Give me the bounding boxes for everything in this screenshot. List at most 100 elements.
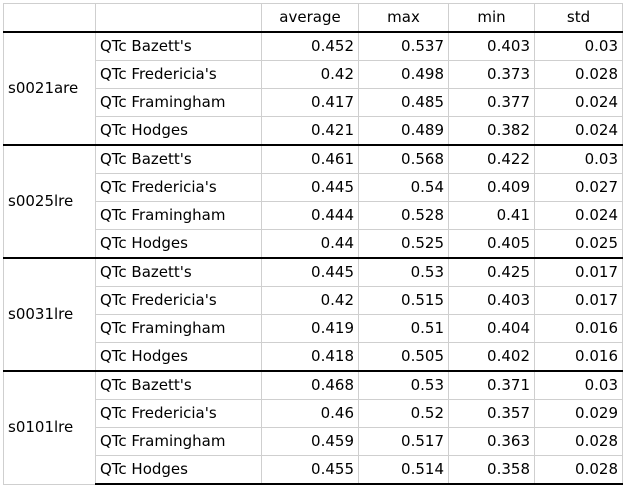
min-cell[interactable]: 0.373: [448, 60, 535, 89]
method-cell[interactable]: QTc Bazett's: [95, 31, 262, 61]
average-cell[interactable]: 0.452: [261, 31, 359, 61]
std-cell[interactable]: 0.028: [534, 60, 623, 89]
max-cell[interactable]: 0.51: [358, 314, 449, 343]
min-cell[interactable]: 0.382: [448, 116, 535, 146]
method-cell[interactable]: QTc Framingham: [95, 427, 262, 456]
method-cell[interactable]: QTc Hodges: [95, 342, 262, 372]
std-cell[interactable]: 0.024: [534, 116, 623, 146]
table-row: QTc Fredericia's 0.445 0.54 0.409 0.027: [4, 173, 623, 202]
table-row: QTc Fredericia's 0.42 0.515 0.403 0.017: [4, 286, 623, 315]
method-cell[interactable]: QTc Framingham: [95, 314, 262, 343]
std-cell[interactable]: 0.024: [534, 88, 623, 117]
average-cell[interactable]: 0.419: [261, 314, 359, 343]
table-row: QTc Hodges 0.455 0.514 0.358 0.028: [4, 455, 623, 485]
method-cell[interactable]: QTc Fredericia's: [95, 286, 262, 315]
table-row: QTc Hodges 0.421 0.489 0.382 0.024: [4, 116, 623, 146]
method-cell[interactable]: QTc Framingham: [95, 201, 262, 230]
std-cell[interactable]: 0.03: [534, 370, 623, 400]
min-cell[interactable]: 0.363: [448, 427, 535, 456]
min-cell[interactable]: 0.405: [448, 229, 535, 259]
std-cell[interactable]: 0.016: [534, 314, 623, 343]
method-cell[interactable]: QTc Bazett's: [95, 257, 262, 287]
average-cell[interactable]: 0.418: [261, 342, 359, 372]
table-row: QTc Hodges 0.44 0.525 0.405 0.025: [4, 229, 623, 259]
average-cell[interactable]: 0.42: [261, 286, 359, 315]
header-max[interactable]: max: [358, 3, 449, 33]
header-row: average max min std: [3, 3, 623, 33]
min-cell[interactable]: 0.409: [448, 173, 535, 202]
min-cell[interactable]: 0.402: [448, 342, 535, 372]
header-average[interactable]: average: [261, 3, 359, 33]
std-cell[interactable]: 0.017: [534, 286, 623, 315]
min-cell[interactable]: 0.425: [448, 257, 535, 287]
min-cell[interactable]: 0.358: [448, 455, 535, 485]
std-cell[interactable]: 0.025: [534, 229, 623, 259]
method-cell[interactable]: QTc Framingham: [95, 88, 262, 117]
table-row: QTc Fredericia's 0.42 0.498 0.373 0.028: [4, 60, 623, 89]
std-cell[interactable]: 0.028: [534, 455, 623, 485]
table-row: s0101lre QTc Bazett's 0.468 0.53 0.371 0.03: [3, 370, 623, 485]
max-cell[interactable]: 0.53: [358, 257, 449, 287]
average-cell[interactable]: 0.417: [261, 88, 359, 117]
average-cell[interactable]: 0.44: [261, 229, 359, 259]
average-cell[interactable]: 0.46: [261, 399, 359, 428]
std-cell[interactable]: 0.016: [534, 342, 623, 372]
max-cell[interactable]: 0.528: [358, 201, 449, 230]
average-cell[interactable]: 0.459: [261, 427, 359, 456]
max-cell[interactable]: 0.53: [358, 370, 449, 400]
subject-id-cell[interactable]: s0021are: [3, 31, 96, 146]
max-cell[interactable]: 0.537: [358, 31, 449, 61]
header-method-cell[interactable]: [95, 3, 262, 33]
average-cell[interactable]: 0.42: [261, 60, 359, 89]
min-cell[interactable]: 0.371: [448, 370, 535, 400]
min-cell[interactable]: 0.377: [448, 88, 535, 117]
max-cell[interactable]: 0.505: [358, 342, 449, 372]
min-cell[interactable]: 0.41: [448, 201, 535, 230]
method-cell[interactable]: QTc Bazett's: [95, 144, 262, 174]
method-cell[interactable]: QTc Fredericia's: [95, 173, 262, 202]
average-cell[interactable]: 0.455: [261, 455, 359, 485]
max-cell[interactable]: 0.525: [358, 229, 449, 259]
method-cell[interactable]: QTc Hodges: [95, 229, 262, 259]
header-corner-cell[interactable]: [3, 3, 96, 33]
table-row: QTc Hodges 0.418 0.505 0.402 0.016: [4, 342, 623, 372]
method-cell[interactable]: QTc Bazett's: [95, 370, 262, 400]
max-cell[interactable]: 0.517: [358, 427, 449, 456]
std-cell[interactable]: 0.03: [534, 144, 623, 174]
average-cell[interactable]: 0.461: [261, 144, 359, 174]
max-cell[interactable]: 0.489: [358, 116, 449, 146]
max-cell[interactable]: 0.54: [358, 173, 449, 202]
min-cell[interactable]: 0.403: [448, 31, 535, 61]
average-cell[interactable]: 0.445: [261, 257, 359, 287]
method-cell[interactable]: QTc Fredericia's: [95, 399, 262, 428]
min-cell[interactable]: 0.404: [448, 314, 535, 343]
std-cell[interactable]: 0.027: [534, 173, 623, 202]
min-cell[interactable]: 0.422: [448, 144, 535, 174]
method-cell[interactable]: QTc Hodges: [95, 116, 262, 146]
min-cell[interactable]: 0.357: [448, 399, 535, 428]
average-cell[interactable]: 0.444: [261, 201, 359, 230]
subject-id-cell[interactable]: s0101lre: [3, 370, 96, 485]
method-cell[interactable]: QTc Hodges: [95, 455, 262, 485]
max-cell[interactable]: 0.568: [358, 144, 449, 174]
max-cell[interactable]: 0.485: [358, 88, 449, 117]
header-std[interactable]: std: [534, 3, 623, 33]
std-cell[interactable]: 0.028: [534, 427, 623, 456]
subject-id-cell[interactable]: s0025lre: [3, 144, 96, 259]
max-cell[interactable]: 0.498: [358, 60, 449, 89]
average-cell[interactable]: 0.468: [261, 370, 359, 400]
max-cell[interactable]: 0.514: [358, 455, 449, 485]
std-cell[interactable]: 0.017: [534, 257, 623, 287]
max-cell[interactable]: 0.515: [358, 286, 449, 315]
average-cell[interactable]: 0.445: [261, 173, 359, 202]
method-cell[interactable]: QTc Fredericia's: [95, 60, 262, 89]
subject-id-cell[interactable]: s0031lre: [3, 257, 96, 372]
max-cell[interactable]: 0.52: [358, 399, 449, 428]
std-cell[interactable]: 0.03: [534, 31, 623, 61]
average-cell[interactable]: 0.421: [261, 116, 359, 146]
header-min[interactable]: min: [448, 3, 535, 33]
min-cell[interactable]: 0.403: [448, 286, 535, 315]
std-cell[interactable]: 0.029: [534, 399, 623, 428]
std-cell[interactable]: 0.024: [534, 201, 623, 230]
